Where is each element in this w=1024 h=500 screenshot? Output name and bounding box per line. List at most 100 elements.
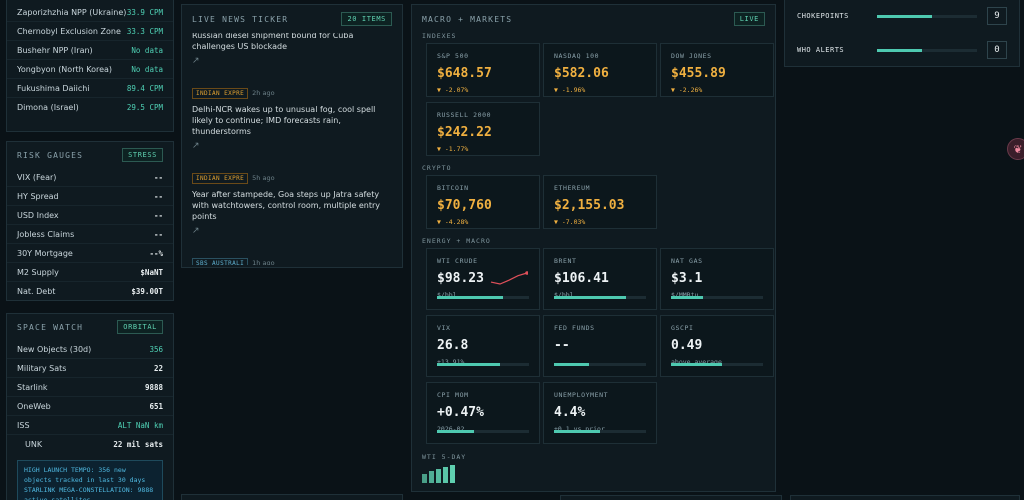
market-card-bar-fill: [437, 296, 504, 299]
space-metric-name: Starlink: [17, 382, 48, 392]
market-card[interactable]: WTI CRUDE $98.23 $/bbl: [426, 248, 540, 310]
market-card[interactable]: VIX 26.8 +13.91%: [426, 315, 540, 377]
market-card-subtext: 2026-02: [437, 425, 465, 433]
space-row[interactable]: UNK 22 mil sats: [7, 435, 173, 454]
market-card-name: FED FUNDS: [554, 324, 595, 332]
external-link-icon[interactable]: ↗: [192, 226, 200, 236]
market-card-value: $582.06: [554, 66, 609, 81]
market-card-bar: [671, 296, 763, 299]
nuclear-site-row[interactable]: Yongbyon (North Korea) No data: [7, 60, 173, 79]
news-timestamp: 1h ago: [252, 259, 275, 265]
market-card-value: --: [554, 338, 570, 353]
market-card-bar-fill: [671, 296, 704, 299]
market-card[interactable]: DOW JONES $455.89 ▼ -2.26%: [660, 43, 774, 97]
alert-summary-row[interactable]: WHO ALERTS 0: [785, 33, 1019, 67]
news-source-tag[interactable]: INDIAN EXPRE: [192, 173, 249, 184]
external-link-icon[interactable]: ↗: [192, 56, 200, 66]
heart-icon[interactable]: ❦: [1007, 138, 1024, 160]
space-row[interactable]: OneWeb 651: [7, 397, 173, 416]
space-metric-name: Military Sats: [17, 363, 67, 373]
site-name: Bushehr NPP (Iran): [17, 45, 93, 55]
risk-gauge-row[interactable]: Nat. Debt $39.00T: [7, 282, 173, 301]
space-alert-box: HIGH LAUNCH TEMPO: 356 new objects track…: [17, 460, 163, 500]
space-metric-value: ALT NaN km: [117, 420, 163, 430]
nuclear-site-row[interactable]: Bushehr NPP (Iran) No data: [7, 41, 173, 60]
nuclear-site-row[interactable]: Dimona (Israel) 29.5 CPM: [7, 98, 173, 117]
site-value: 33.3 CPM: [126, 26, 163, 36]
wti-5day-label: WTI 5-DAY: [422, 453, 467, 461]
external-link-icon[interactable]: ↗: [192, 141, 200, 151]
market-card-name: BITCOIN: [437, 184, 469, 192]
market-card[interactable]: S&P 500 $648.57 ▼ -2.07%: [426, 43, 540, 97]
news-panel-bottom: [181, 494, 403, 500]
market-card-name: CPI MOM: [437, 391, 469, 399]
news-item[interactable]: INDIAN EXPRE 5h ago Year after stampede, G…: [182, 159, 402, 244]
site-value: No data: [131, 64, 163, 74]
news-headline[interactable]: Delhi-NCR wakes up to unusual fog, cool …: [192, 105, 376, 136]
risk-gauge-row[interactable]: HY Spread --: [7, 187, 173, 206]
news-count-badge[interactable]: 20 ITEMS: [341, 12, 392, 26]
market-card[interactable]: BITCOIN $70,760 ▼ -4.28%: [426, 175, 540, 229]
nuclear-site-row[interactable]: Fukushima Daiichi 89.4 CPM: [7, 79, 173, 98]
gauge-name: HY Spread: [17, 191, 59, 201]
stress-badge[interactable]: STRESS: [122, 148, 163, 162]
market-card[interactable]: CPI MOM +0.47% 2026-02: [426, 382, 540, 444]
risk-gauge-row[interactable]: 30Y Mortgage --%: [7, 244, 173, 263]
market-card[interactable]: GSCPI 0.49 above average: [660, 315, 774, 377]
market-card[interactable]: UNEMPLOYMENT 4.4% +0.1 vs prior: [543, 382, 657, 444]
news-headline[interactable]: Russian diesel shipment bound for Cuba c…: [192, 33, 354, 51]
space-row[interactable]: Starlink 9888: [7, 378, 173, 397]
news-item[interactable]: Russian diesel shipment bound for Cuba c…: [182, 33, 402, 74]
news-meta: INDIAN EXPRE 5h ago: [192, 165, 392, 184]
market-card[interactable]: BRENT $106.41 $/bbl: [543, 248, 657, 310]
space-row[interactable]: ISS ALT NaN km: [7, 416, 173, 435]
market-card[interactable]: NAT GAS $3.1 $/MMBtu: [660, 248, 774, 310]
space-row[interactable]: Military Sats 22: [7, 359, 173, 378]
market-card-subtext: above average: [671, 358, 722, 366]
space-row[interactable]: New Objects (30d) 356: [7, 340, 173, 359]
gauge-value: $39.00T: [131, 287, 163, 296]
nuclear-site-row[interactable]: Zaporizhzhia NPP (Ukraine) 33.9 CPM: [7, 3, 173, 22]
news-headline[interactable]: Year after stampede, Goa steps up Jatra …: [192, 190, 381, 221]
space-metric-name: UNK: [25, 440, 43, 449]
risk-gauge-row[interactable]: USD Index --: [7, 206, 173, 225]
gauge-value: --%: [149, 248, 163, 258]
market-card-name: WTI CRUDE: [437, 257, 478, 265]
market-card-value: +0.47%: [437, 405, 484, 420]
market-card[interactable]: NASDAQ 100 $582.06 ▼ -1.96%: [543, 43, 657, 97]
market-card-name: DOW JONES: [671, 52, 712, 60]
news-item[interactable]: INDIAN EXPRE 2h ago Delhi-NCR wakes up to …: [182, 74, 402, 159]
orbital-badge[interactable]: ORBITAL: [117, 320, 163, 334]
site-value: 89.4 CPM: [126, 83, 163, 93]
alerts-summary-panel: CHOKEPOINTS 9 WHO ALERTS 0: [784, 0, 1020, 67]
crypto-label: CRYPTO: [422, 164, 452, 172]
nuclear-site-row[interactable]: Chernobyl Exclusion Zone 33.3 CPM: [7, 22, 173, 41]
risk-gauge-row[interactable]: M2 Supply $NaNT: [7, 263, 173, 282]
market-card-name: UNEMPLOYMENT: [554, 391, 609, 399]
alert-line: STARLINK MEGA-CONSTELLATION: 9888 active…: [24, 486, 154, 500]
market-card[interactable]: ETHEREUM $2,155.03 ▼ -7.03%: [543, 175, 657, 229]
market-card-change: ▼ -2.07%: [437, 86, 469, 94]
market-card-name: NAT GAS: [671, 257, 703, 265]
market-card-value: $106.41: [554, 271, 609, 286]
news-source-tag[interactable]: SBS AUSTRALI: [192, 258, 249, 265]
market-card-bar: [554, 430, 646, 433]
news-source-tag[interactable]: INDIAN EXPRE: [192, 88, 249, 99]
indexes-label: INDEXES: [422, 32, 457, 40]
risk-gauge-row[interactable]: VIX (Fear) --: [7, 168, 173, 187]
site-name: Chernobyl Exclusion Zone: [17, 26, 121, 36]
market-card-bar-fill: [437, 430, 474, 433]
live-badge[interactable]: LIVE: [733, 12, 765, 26]
market-card[interactable]: RUSSELL 2000 $242.22 ▼ -1.77%: [426, 102, 540, 156]
risk-gauge-row[interactable]: Jobless Claims --: [7, 225, 173, 244]
risk-gauges-title: RISK GAUGES: [17, 150, 84, 160]
market-card-value: $98.23: [437, 271, 484, 286]
wti-5day-bar: [450, 465, 455, 483]
alert-summary-row[interactable]: CHOKEPOINTS 9: [785, 0, 1019, 33]
gauge-name: Nat. Debt: [17, 287, 56, 296]
wti-5day-bar: [436, 468, 441, 483]
market-card-bar: [554, 296, 646, 299]
market-card[interactable]: FED FUNDS --: [543, 315, 657, 377]
wti-5day-bar: [429, 471, 434, 483]
